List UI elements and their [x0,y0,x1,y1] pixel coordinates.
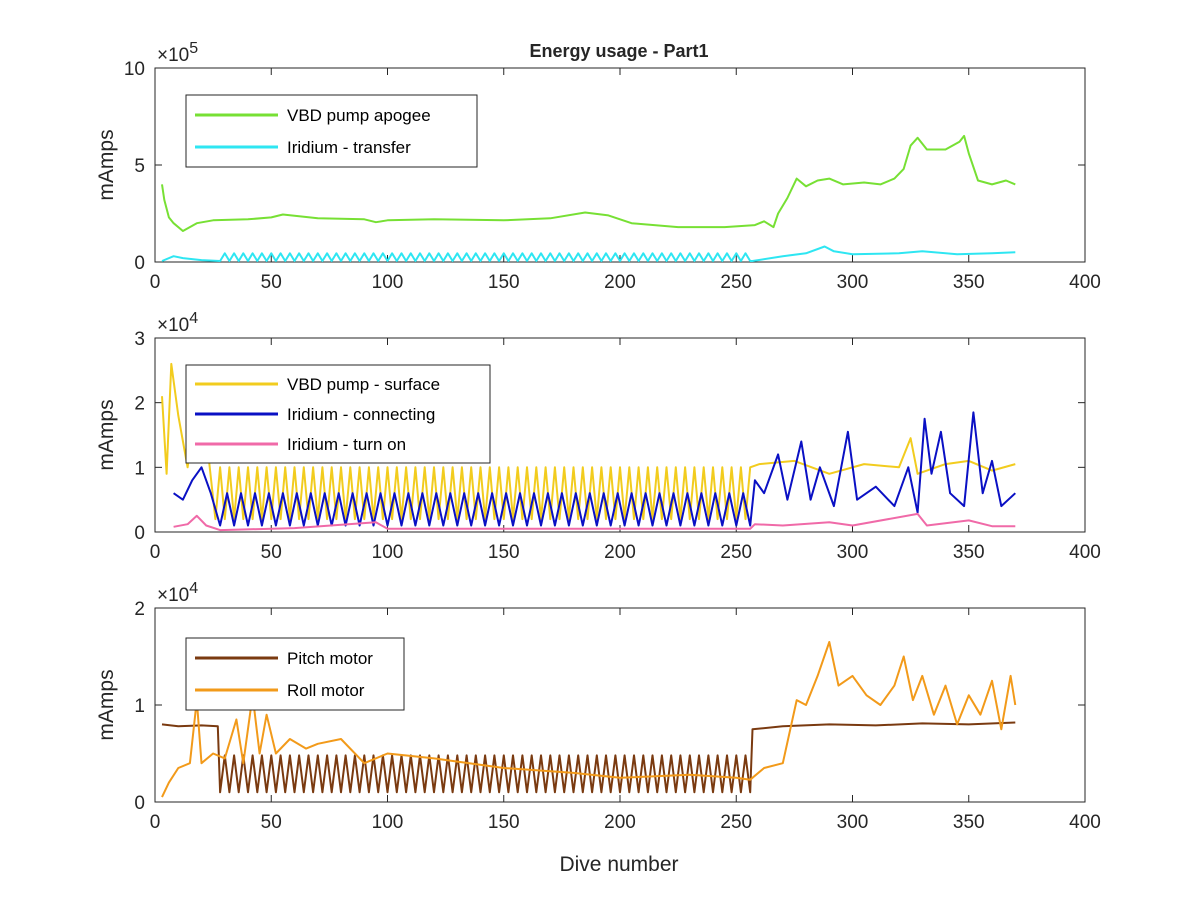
x-tick-label: 150 [488,272,520,293]
x-tick-label: 50 [261,272,282,293]
series-line-pitch-motor [161,721,1016,794]
x-axis-label: Dive number [559,853,678,876]
x-tick-label: 0 [150,272,161,293]
x-tick-label: 150 [488,812,520,833]
panel-2: 0 50 100 150 200 250 300 350 400 0 1 2 3 ×104 mAmps VBD… [95,310,1101,563]
y-axis-label: mAmps [95,669,118,740]
x-tick-label: 100 [372,812,404,833]
y-exponent-label: ×105 [157,40,198,66]
x-tick-label: 300 [837,272,869,293]
y-exponent-label: ×104 [157,310,198,336]
legend-box [185,94,478,168]
x-tick-label: 350 [953,542,985,563]
legend-entry: Iridium - turn on [287,435,406,454]
series-line-roll-motor [161,641,1017,798]
series-line-vbd-pump-apogee [161,134,1016,232]
x-tick-label: 250 [720,272,752,293]
y-tick-label: 1 [134,696,145,717]
x-tick-label: 250 [720,812,752,833]
y-tick-label: 0 [134,253,145,274]
x-tick-label: 50 [261,542,282,563]
x-tick-label: 350 [953,812,985,833]
x-tick-label: 200 [604,272,636,293]
x-tick-label: 300 [837,812,869,833]
x-tick-label: 0 [150,542,161,563]
x-tick-label: 200 [604,542,636,563]
legend-entry: Pitch motor [287,649,373,668]
legend-entry: VBD pump apogee [287,106,431,125]
y-tick-label: 2 [134,394,145,415]
series-line-iridium-transfer [161,245,1016,262]
y-tick-label: 10 [124,59,145,80]
legend-entry: Roll motor [287,681,365,700]
x-tick-label: 0 [150,812,161,833]
y-tick-label: 3 [134,329,145,350]
x-tick-label: 250 [720,542,752,563]
panel-1: 0 50 100 150 200 250 300 350 400 0 5 10 ×105 mAmps VBD… [95,40,1101,293]
figure-title: Energy usage - Part1 [529,41,708,61]
legend-box [185,637,405,711]
x-tick-label: 150 [488,542,520,563]
legend-entry: VBD pump - surface [287,375,440,394]
x-tick-label: 300 [837,542,869,563]
y-tick-label: 0 [134,523,145,544]
x-tick-label: 350 [953,272,985,293]
legend-entry: Iridium - connecting [287,405,435,424]
x-tick-label: 400 [1069,542,1101,563]
y-axis-label: mAmps [95,129,118,200]
x-tick-label: 200 [604,812,636,833]
x-tick-label: 100 [372,272,404,293]
legend-entry: Iridium - transfer [287,138,411,157]
x-tick-label: 400 [1069,812,1101,833]
y-tick-label: 0 [134,793,145,814]
x-tick-label: 100 [372,542,404,563]
y-axis-label: mAmps [95,399,118,470]
panel-3: 0 50 100 150 200 250 300 350 400 0 1 2 ×104 mAmps Pitc… [95,580,1101,833]
series-line-iridium-turn-on [173,512,1016,532]
y-tick-label: 2 [134,599,145,620]
x-tick-label: 400 [1069,272,1101,293]
y-exponent-label: ×104 [157,580,198,606]
x-tick-label: 50 [261,812,282,833]
y-tick-label: 5 [134,156,145,177]
series-line-iridium-connecting [173,411,1016,527]
y-tick-label: 1 [134,458,145,479]
